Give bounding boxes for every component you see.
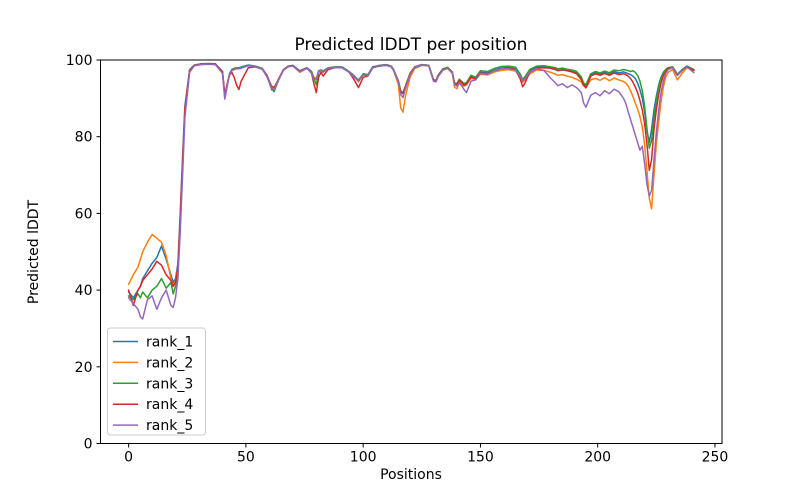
legend-label-rank_2: rank_2 [146,355,193,371]
data-series-lines [127,62,695,320]
y-tick-label: 20 [75,360,93,376]
y-tick-label: 60 [75,206,93,222]
legend-label-rank_4: rank_4 [146,397,193,413]
series-line-rank_5 [127,63,695,320]
x-tick-label: 150 [467,450,494,466]
y-tick-label: 80 [75,130,93,146]
x-axis-ticks: 0 50 100 150 200 250 [124,443,729,466]
x-tick-label: 100 [350,450,377,466]
x-tick-label: 0 [124,450,133,466]
legend-label-rank_1: rank_1 [146,335,193,351]
x-tick-label: 250 [702,450,729,466]
legend-label-rank_5: rank_5 [146,418,193,434]
legend-label-rank_3: rank_3 [146,376,193,392]
legend-box [107,327,206,436]
y-tick-label: 40 [75,283,93,299]
x-tick-label: 200 [584,450,611,466]
legend: rank_1 rank_2 rank_3 rank_4 rank_5 [107,327,206,436]
chart-title: Predicted lDDT per position [295,35,528,55]
y-tick-label: 100 [66,53,93,69]
y-tick-label: 0 [84,437,93,453]
y-axis-label: Predicted lDDT [26,199,42,304]
x-axis-label: Positions [380,467,442,483]
y-axis-ticks: 0 20 40 60 80 100 [66,53,101,453]
x-tick-label: 50 [237,450,255,466]
